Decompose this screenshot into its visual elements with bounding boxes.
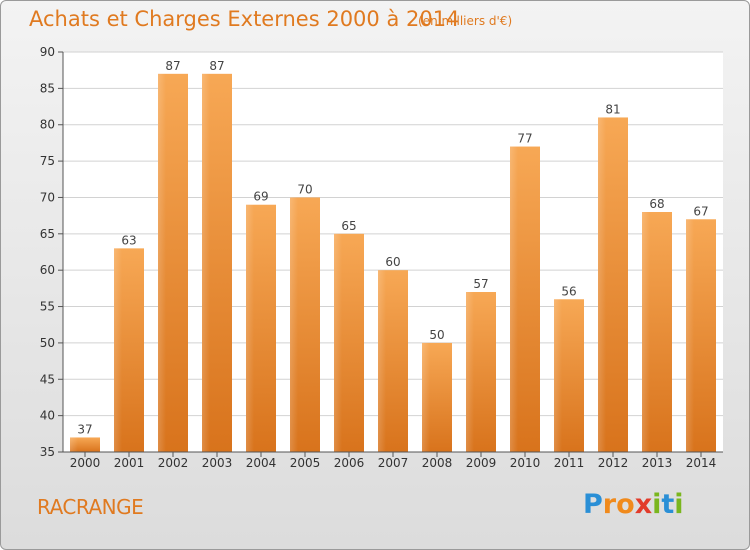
- y-tick-label: 55: [40, 300, 55, 314]
- y-tick-label: 60: [40, 263, 55, 277]
- logo-letter: t: [661, 489, 675, 520]
- bar-highlight: [202, 73, 210, 453]
- bar-highlight: [246, 204, 254, 452]
- logo-letter: x: [634, 489, 653, 520]
- bar-highlight: [290, 197, 298, 452]
- x-tick-label: 2009: [466, 456, 497, 470]
- chart-subtitle: (en milliers d'€): [418, 14, 513, 28]
- bar-highlight: [114, 248, 122, 452]
- bar-value-label: 65: [341, 219, 356, 233]
- logo-letter: o: [616, 489, 635, 520]
- x-tick-label: 2006: [334, 456, 365, 470]
- x-tick-label: 2003: [202, 456, 233, 470]
- bar-highlight: [598, 117, 606, 453]
- bar-highlight: [686, 219, 694, 452]
- bar-value-label: 50: [429, 328, 444, 342]
- x-tick-label: 2002: [158, 456, 189, 470]
- bar-highlight: [510, 146, 518, 452]
- x-tick-label: 2011: [554, 456, 585, 470]
- y-tick-label: 80: [40, 118, 55, 132]
- town-name: RACRANGE: [37, 495, 144, 519]
- bar-highlight: [158, 73, 166, 453]
- x-tick-label: 2014: [686, 456, 717, 470]
- y-tick-label: 35: [40, 445, 55, 459]
- bar-value-label: 77: [517, 132, 532, 146]
- logo-letter: i: [652, 489, 662, 520]
- y-tick-label: 90: [40, 45, 55, 59]
- bar-value-label: 63: [121, 233, 136, 247]
- y-tick-label: 40: [40, 409, 55, 423]
- bar-value-label: 68: [649, 197, 664, 211]
- y-tick-label: 70: [40, 190, 55, 204]
- proxiti-logo: Proxiti: [583, 489, 684, 520]
- bar-highlight: [334, 233, 342, 452]
- bar-value-label: 70: [297, 182, 312, 196]
- bar-value-label: 87: [165, 59, 180, 73]
- bar-value-label: 57: [473, 277, 488, 291]
- x-tick-label: 2001: [114, 456, 145, 470]
- y-tick-label: 85: [40, 81, 55, 95]
- bar-value-label: 81: [605, 102, 620, 116]
- x-tick-label: 2013: [642, 456, 673, 470]
- bar-value-label: 60: [385, 255, 400, 269]
- x-tick-label: 2008: [422, 456, 453, 470]
- y-tick-label: 75: [40, 154, 55, 168]
- bar-value-label: 56: [561, 284, 576, 298]
- bar-highlight: [70, 437, 78, 452]
- x-tick-label: 2005: [290, 456, 321, 470]
- bar-highlight: [422, 342, 430, 452]
- y-tick-label: 45: [40, 372, 55, 386]
- bar-value-label: 69: [253, 190, 268, 204]
- y-tick-label: 65: [40, 227, 55, 241]
- chart-title: Achats et Charges Externes 2000 à 2014: [29, 7, 460, 31]
- bar-value-label: 87: [209, 59, 224, 73]
- bar-value-label: 67: [693, 204, 708, 218]
- bar-highlight: [642, 212, 650, 452]
- logo-letter: r: [602, 489, 617, 520]
- x-tick-label: 2007: [378, 456, 409, 470]
- x-tick-label: 2012: [598, 456, 629, 470]
- bar-highlight: [554, 299, 562, 452]
- bar-highlight: [378, 270, 386, 452]
- y-tick-label: 50: [40, 336, 55, 350]
- x-tick-label: 2010: [510, 456, 541, 470]
- x-tick-label: 2000: [70, 456, 101, 470]
- logo-letter: i: [674, 489, 684, 520]
- bar-highlight: [466, 292, 474, 452]
- logo-letter: P: [583, 489, 603, 520]
- x-tick-label: 2004: [246, 456, 277, 470]
- bar-value-label: 37: [77, 422, 92, 436]
